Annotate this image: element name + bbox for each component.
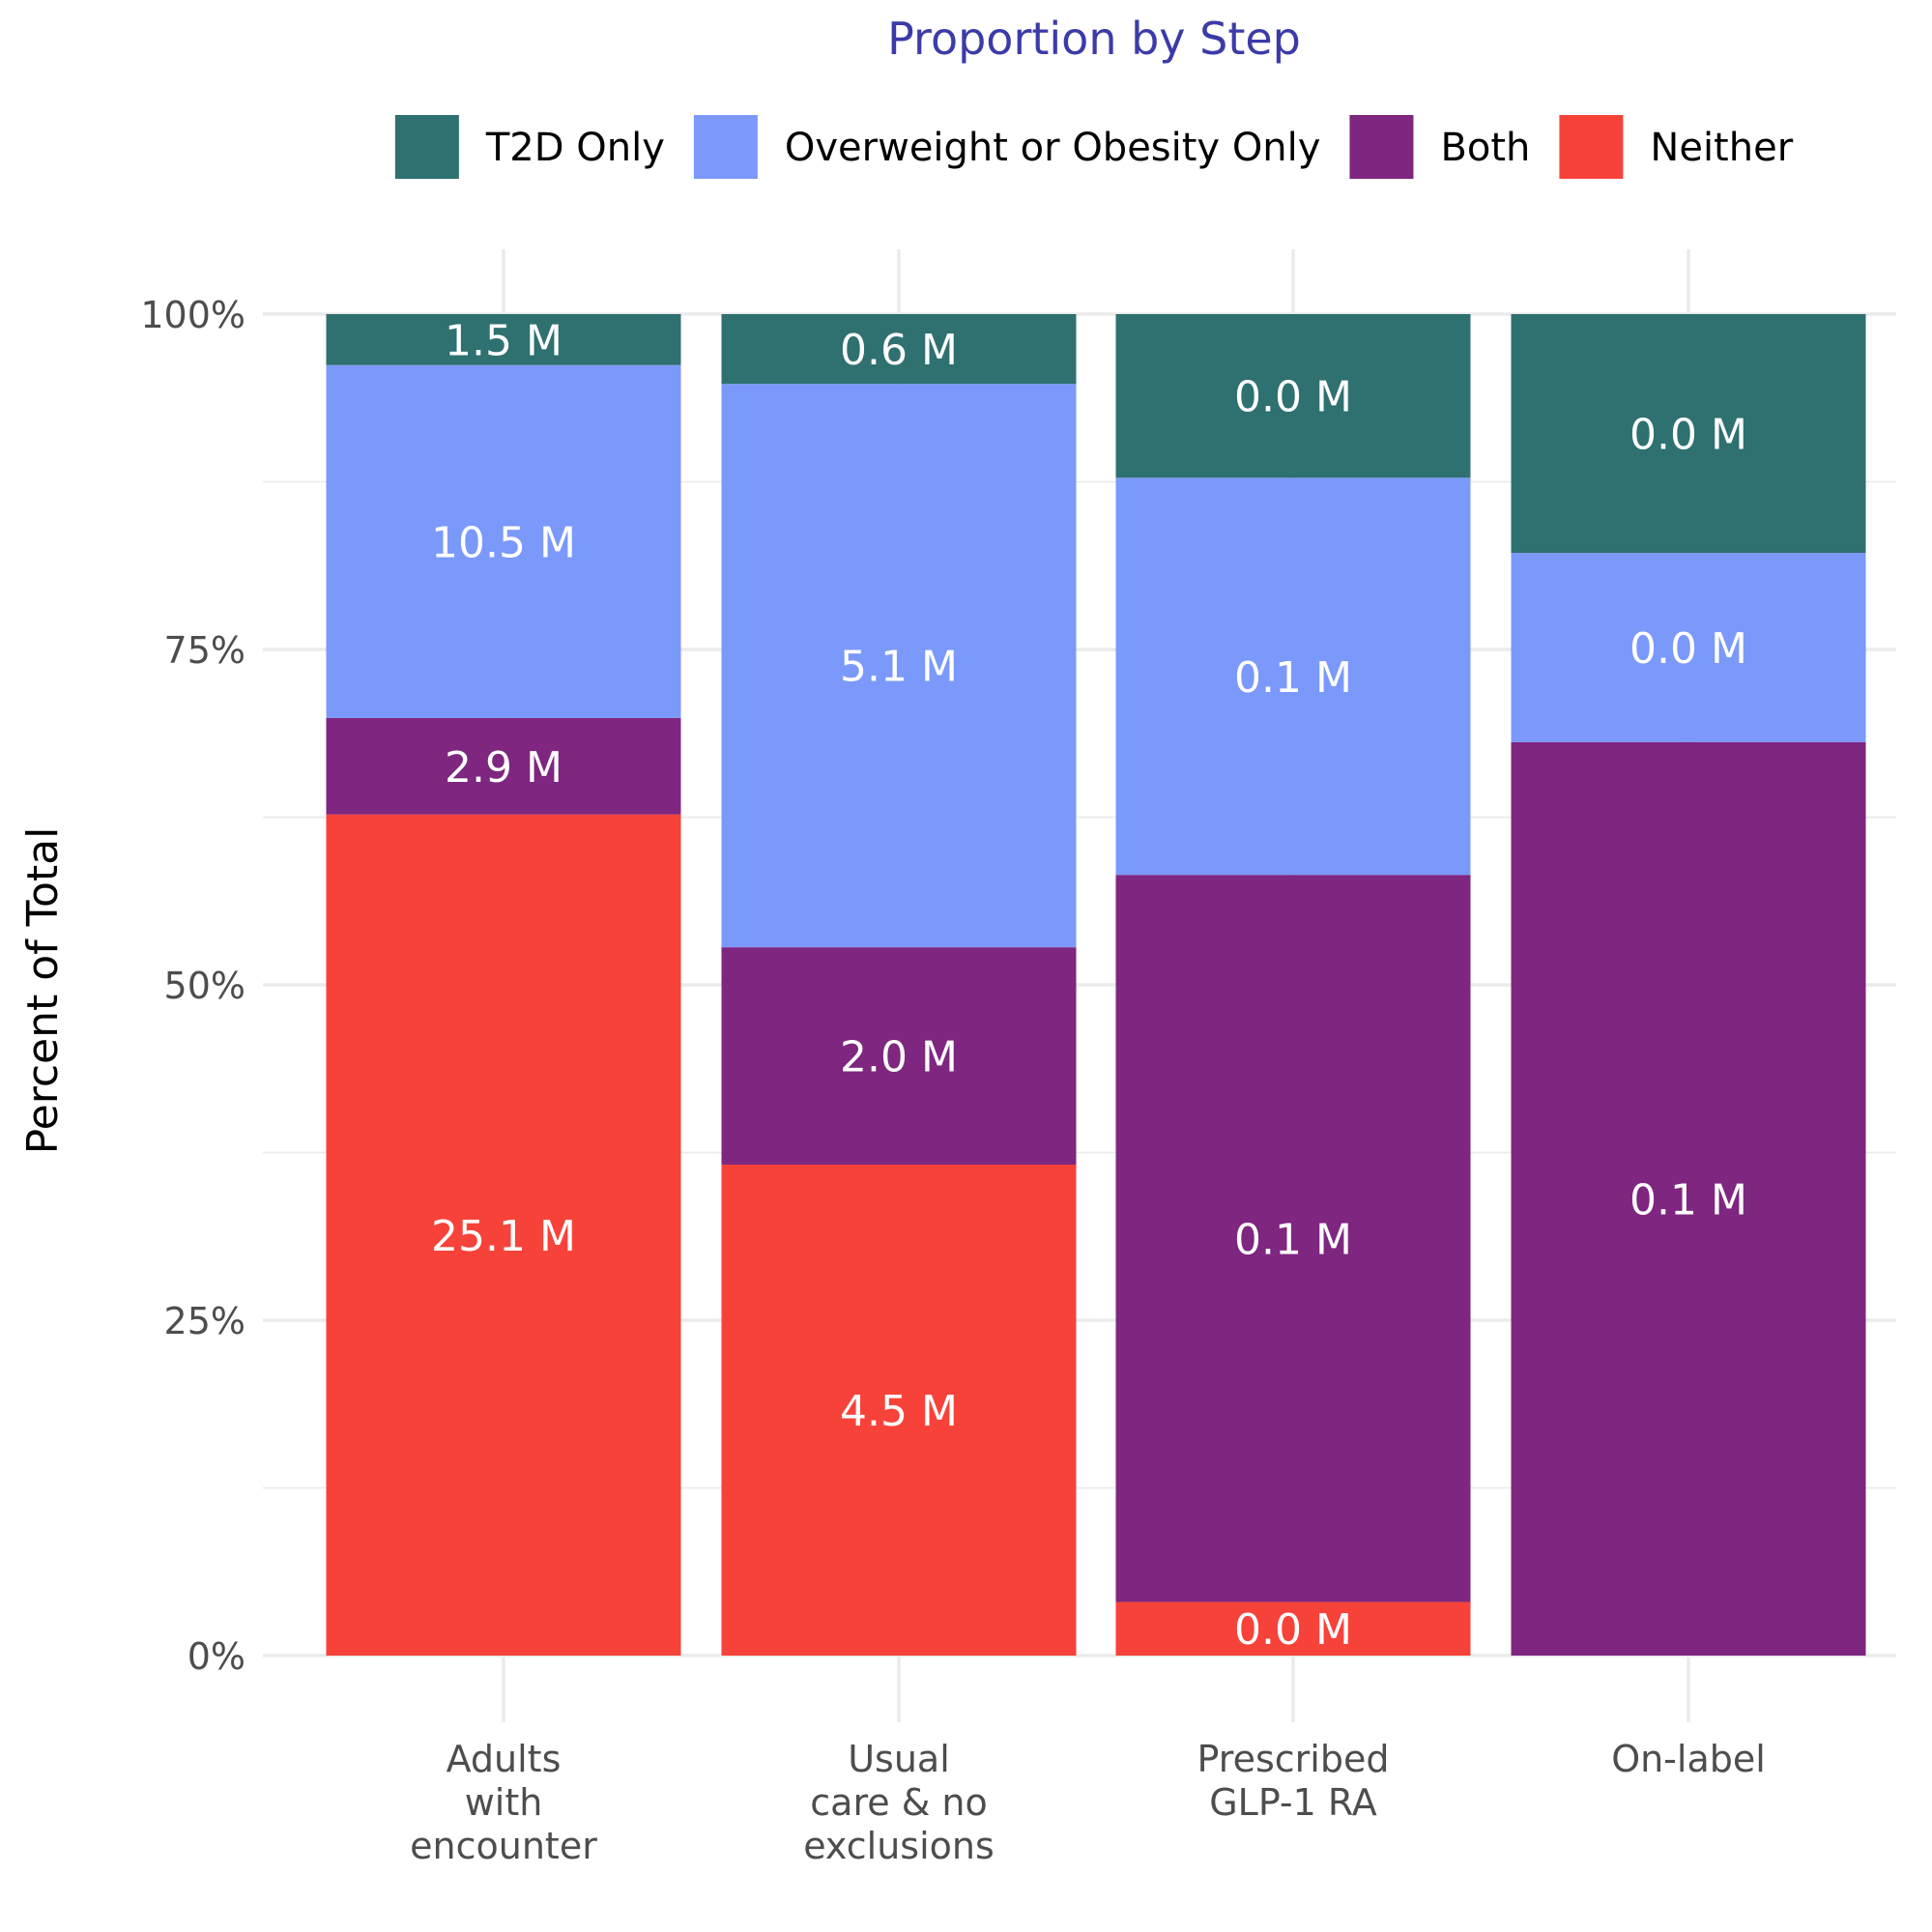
bar-value-label: 0.0 M [1629, 411, 1747, 460]
bar-segment [721, 1164, 1077, 1656]
legend: T2D Only Overweight or Obesity Only Both Ne… [394, 115, 1794, 179]
bar-segment [326, 717, 681, 815]
bars [326, 314, 1866, 1656]
bar-segment [721, 314, 1077, 385]
bar-segment [1115, 314, 1471, 478]
y-axis-ticks: 0% 25% 50% 75% 100% [140, 294, 245, 1678]
x-tick-label: Prescribed GLP-1 RA [1197, 1738, 1390, 1824]
x-axis-ticks: Adults with encounter Usual care & no exclusi… [410, 1738, 1766, 1867]
bar-value-label: 1.5 M [445, 316, 562, 365]
bar-value-label: 2.0 M [840, 1033, 958, 1082]
bar-value-label: 2.9 M [445, 743, 562, 793]
bar-value-label: 0.1 M [1234, 653, 1352, 703]
bar-value-label: 0.6 M [840, 326, 958, 375]
x-tick-label: Usual care & no exclusions [803, 1738, 995, 1867]
bar-segment [1511, 553, 1866, 742]
bar-segment [326, 814, 681, 1656]
bar-value-label: 0.0 M [1234, 1605, 1352, 1655]
legend-label: Both [1440, 126, 1530, 170]
bar-segment [721, 384, 1077, 948]
bar-segment [326, 314, 681, 365]
bar-value-label: 5.1 M [840, 643, 958, 692]
legend-swatch [1559, 115, 1624, 179]
legend-swatch [1349, 115, 1414, 179]
bar-segment [326, 364, 681, 718]
legend-label: Neither [1650, 126, 1793, 170]
y-axis-title: Percent of Total [18, 827, 68, 1155]
bar-segment [721, 947, 1077, 1165]
bar-segment [1115, 477, 1471, 876]
y-tick-label: 50% [164, 965, 245, 1007]
y-tick-label: 100% [140, 294, 245, 336]
bar-value-label: 4.5 M [840, 1387, 958, 1436]
bar-value-label: 0.0 M [1629, 624, 1747, 674]
bar-value-label: 0.0 M [1234, 373, 1352, 422]
legend-swatch [394, 115, 459, 179]
legend-swatch [693, 115, 758, 179]
bar-segment [1115, 875, 1471, 1602]
y-tick-label: 0% [187, 1635, 245, 1678]
bar-segment [1511, 741, 1866, 1656]
bar-value-label: 0.1 M [1234, 1215, 1352, 1264]
legend-label: T2D Only [485, 126, 665, 170]
bar-value-label: 10.5 M [431, 518, 576, 567]
x-tick-label: On-label [1611, 1738, 1766, 1780]
bar-segment [1511, 314, 1866, 554]
y-tick-label: 25% [164, 1300, 245, 1342]
bar-segment [1115, 1601, 1471, 1656]
y-tick-label: 75% [164, 629, 245, 672]
bar-labels: 25.1 M 2.9 M 10.5 M 1.5 M 4.5 M 2.0 M 5.1 M 0.6… [431, 316, 1747, 1655]
x-tick-label: Adults with encounter [410, 1738, 597, 1867]
bar-value-label: 25.1 M [431, 1212, 576, 1261]
legend-label: Overweight or Obesity Only [785, 126, 1321, 170]
chart-title: Proportion by Step [887, 13, 1301, 65]
bar-value-label: 0.1 M [1629, 1175, 1747, 1225]
